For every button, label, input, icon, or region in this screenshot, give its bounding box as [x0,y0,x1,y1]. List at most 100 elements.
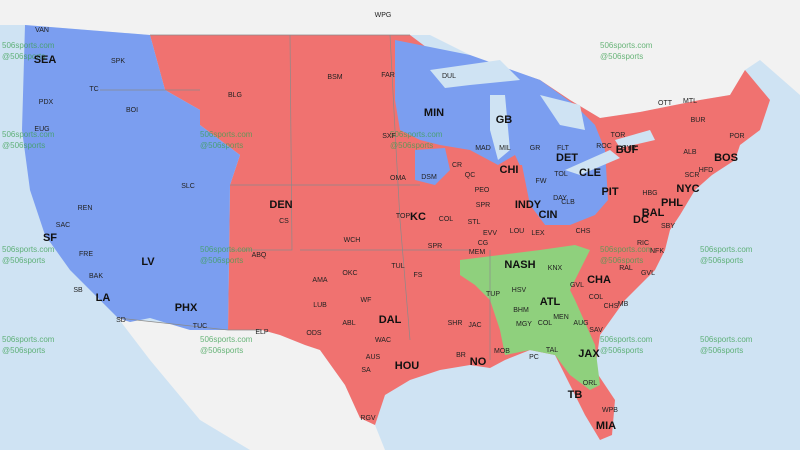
city-label: EUG [34,126,49,133]
city-label: FRE [79,251,93,258]
city-label: EVV [483,230,497,237]
watermark-handle: @506sports [600,52,643,61]
city-label: BUR [691,117,706,124]
watermark-site: 506sports.com [600,335,653,344]
market-label: DEN [269,199,292,211]
market-label: DC [633,214,649,226]
city-label: GVL [570,282,584,289]
watermark-handle: @506sports [200,346,243,355]
watermark-site: 506sports.com [600,41,653,50]
city-label: MGY [516,321,532,328]
watermark-site: 506sports.com [2,41,55,50]
market-label: ATL [540,296,561,308]
city-label: SPR [476,202,490,209]
city-label: BR [456,352,466,359]
city-label: WAC [375,337,391,344]
city-label: HFD [699,167,713,174]
watermark-site: 506sports.com [200,245,253,254]
market-label: INDY [515,199,542,211]
market-label: DAL [379,314,402,326]
city-label: CHS [576,228,591,235]
great-lakes [430,60,655,175]
city-label: TUC [193,323,207,330]
city-label: PDX [39,99,54,106]
city-label: PEO [475,187,490,194]
watermark-handle: @506sports [2,346,45,355]
city-label: COL [439,216,454,223]
watermark-handle: @506sports [2,141,45,150]
city-label: BSM [327,74,342,81]
green-region [460,245,600,390]
city-label: COL [538,320,553,327]
market-label: CIN [539,209,558,221]
market-label: JAX [578,348,600,360]
city-label: MEN [553,314,569,321]
city-label: WPB [602,407,618,414]
market-label: CLE [579,167,601,179]
city-label: WF [361,297,372,304]
watermark-site: 506sports.com [200,130,253,139]
watermark-site: 506sports.com [2,335,55,344]
market-label: MIA [596,420,616,432]
watermark-handle: @506sports [700,346,743,355]
city-label: HSV [512,287,527,294]
city-label: AUS [366,354,381,361]
market-label: BUF [616,144,639,156]
city-label: BLG [228,92,242,99]
market-label: NASH [504,259,535,271]
city-label: MB [618,301,629,308]
city-label: SLC [181,183,195,190]
market-label: PIT [601,186,618,198]
city-label: MIL [499,145,511,152]
city-label: MOB [494,348,510,355]
market-label: NO [470,356,487,368]
market-label: CHI [500,164,519,176]
city-label: CHS [604,303,619,310]
city-label: ABQ [252,252,267,259]
watermark-site: 506sports.com [390,130,443,139]
city-label: FW [536,178,547,185]
watermark-site: 506sports.com [2,245,55,254]
city-label: SYR [622,145,636,152]
city-label: RAL [619,265,633,272]
city-label: MEM [469,249,486,256]
city-label: SPR [428,243,442,250]
market-label: BOS [714,152,738,164]
city-label: ODS [306,330,322,337]
watermark-handle: @506sports [600,256,643,265]
watermark-handle: @506sports [2,52,45,61]
market-label: PHL [661,197,683,209]
market-label: GB [496,114,513,126]
watermark-handle: @506sports [2,256,45,265]
city-label: RGV [360,415,376,422]
city-label: TOP [396,213,411,220]
market-label: LV [141,256,155,268]
city-label: GR [530,145,541,152]
market-label: DET [556,152,578,164]
watermark-handle: @506sports [200,141,243,150]
market-label: NYC [676,183,699,195]
market-label: PHX [175,302,198,314]
city-label: SD [116,317,126,324]
city-label: SCR [685,172,700,179]
city-label: LEX [531,230,545,237]
city-label: FLT [557,145,570,152]
blue-west [22,25,240,330]
watermark-site: 506sports.com [700,245,753,254]
city-label: AUG [573,320,588,327]
city-label: CR [452,162,462,169]
city-label: DUL [442,73,456,80]
city-label: SA [361,367,371,374]
watermark-handle: @506sports [700,256,743,265]
market-label: SF [43,232,57,244]
city-label: CG [478,240,489,247]
city-label: STL [468,219,481,226]
city-label: BOI [126,107,138,114]
city-label: TC [89,86,98,93]
market-label: TB [568,389,583,401]
red-chicago [480,165,545,235]
city-label: BAK [89,273,103,280]
watermark-handle: @506sports [600,346,643,355]
watermark-handle: @506sports [200,256,243,265]
